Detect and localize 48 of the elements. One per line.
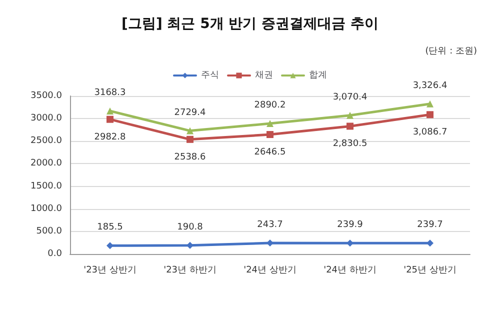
data-label: 2890.2 (254, 100, 286, 111)
y-tick-label: 2000.0 (30, 158, 62, 169)
point (426, 111, 434, 118)
data-label: 185.5 (97, 222, 123, 233)
point (186, 242, 194, 249)
data-label: 190.8 (177, 222, 204, 232)
y-tick-label: 2500.0 (30, 136, 62, 146)
point (266, 120, 274, 128)
chart-title: [그림] 최근 5개 반기 증권결제대금 추이 (122, 16, 378, 32)
point (426, 100, 434, 108)
y-tick-label: 0.0 (48, 249, 62, 259)
chart-subtitle: (단위 : 조원) (425, 46, 478, 56)
point (106, 242, 114, 250)
x-tick-label: '24년 상반기 (244, 266, 296, 276)
data-label: 3168.3 (94, 88, 126, 98)
y-tick-label: 3500.0 (30, 91, 62, 101)
legend-label: 채권 (255, 70, 273, 80)
point (346, 112, 354, 119)
point (266, 131, 274, 138)
x-tick-label: '24년 하반기 (324, 266, 376, 276)
y-tick-label: 500.0 (36, 226, 62, 236)
data-label: 243.7 (257, 220, 283, 230)
data-label: 2729.4 (174, 108, 206, 118)
data-label: 3,070.4 (332, 92, 368, 102)
data-label: 239.9 (337, 220, 364, 230)
data-label: 239.7 (417, 220, 443, 230)
y-tick-label: 1500.0 (30, 181, 62, 192)
point (266, 240, 274, 246)
data-label: 3,326.4 (412, 80, 448, 91)
data-label: 2646.5 (254, 148, 286, 158)
legend-label: 합계 (309, 70, 327, 80)
data-label: 2538.6 (174, 152, 206, 162)
point (346, 122, 354, 130)
point (186, 127, 194, 134)
x-tick-label: '23년 상반기 (84, 266, 136, 276)
point (106, 116, 114, 123)
point (106, 107, 114, 114)
data-label: 2,830.5 (332, 139, 368, 150)
y-tick-label: 1000.0 (30, 204, 62, 214)
point (426, 240, 434, 247)
point (346, 240, 354, 247)
y-tick-label: 3000.0 (30, 114, 62, 124)
x-tick-label: '25년 상반기 (404, 266, 456, 276)
x-tick-label: '23년 하반기 (164, 266, 216, 276)
legend-label: 주식 (201, 70, 219, 80)
point (186, 136, 194, 143)
data-label: 2982.8 (94, 132, 126, 142)
data-label: 3,086.7 (412, 128, 448, 138)
